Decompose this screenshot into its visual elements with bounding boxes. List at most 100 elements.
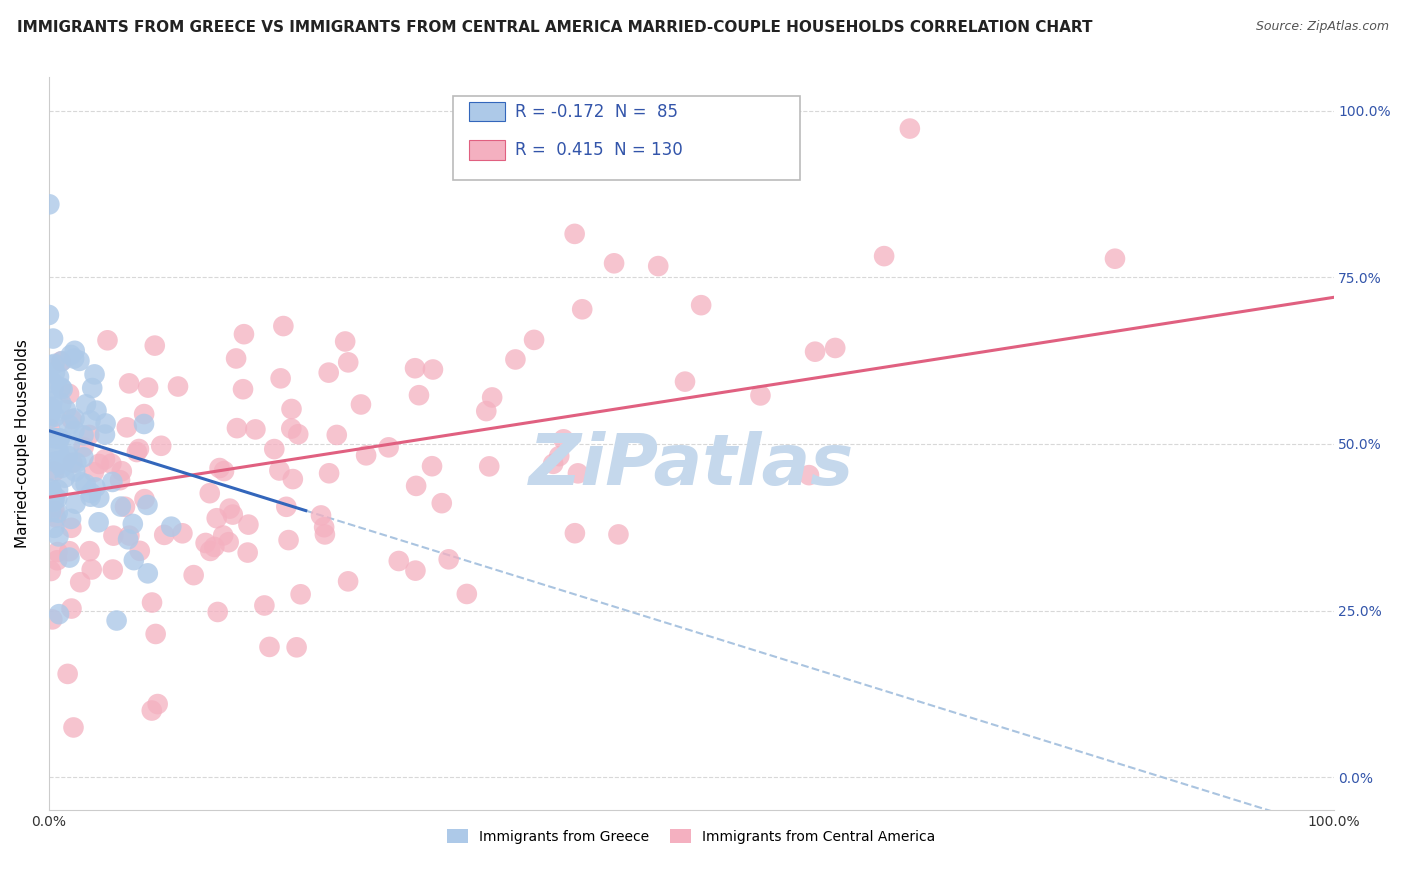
Point — [290, 587, 312, 601]
Point — [167, 379, 190, 393]
Point — [553, 433, 575, 447]
Point — [898, 121, 921, 136]
Point — [62, 721, 84, 735]
Point — [318, 366, 340, 380]
Text: R = -0.172  N =  85: R = -0.172 N = 85 — [515, 103, 678, 121]
Point — [121, 516, 143, 531]
Point — [824, 341, 846, 355]
Text: R =  0.415  N = 130: R = 0.415 N = 130 — [515, 141, 683, 159]
Point — [194, 536, 217, 550]
Point — [59, 348, 82, 362]
Point — [48, 454, 70, 468]
Point — [475, 404, 498, 418]
Point — [207, 605, 229, 619]
Point — [505, 352, 527, 367]
Point — [41, 612, 63, 626]
Point — [218, 535, 240, 549]
Point — [233, 327, 256, 342]
Point — [259, 640, 281, 654]
Point — [79, 490, 101, 504]
Point — [51, 461, 73, 475]
Point — [136, 498, 159, 512]
Text: IMMIGRANTS FROM GREECE VS IMMIGRANTS FROM CENTRAL AMERICA MARRIED-COUPLE HOUSEHO: IMMIGRANTS FROM GREECE VS IMMIGRANTS FRO… — [17, 20, 1092, 35]
Point — [128, 442, 150, 456]
Point — [141, 704, 163, 718]
Point — [430, 496, 453, 510]
Point — [60, 521, 83, 535]
Point — [63, 465, 86, 479]
Point — [51, 354, 73, 368]
Point — [202, 540, 225, 554]
Point — [673, 375, 696, 389]
Point — [134, 407, 156, 421]
Point — [333, 334, 356, 349]
Point — [46, 483, 69, 497]
Point — [143, 338, 166, 352]
Point — [46, 491, 69, 506]
Point — [160, 519, 183, 533]
Point — [269, 463, 291, 477]
Point — [89, 491, 111, 505]
Point — [212, 464, 235, 478]
Point — [388, 554, 411, 568]
Point — [70, 475, 93, 490]
Point — [437, 552, 460, 566]
Text: Source: ZipAtlas.com: Source: ZipAtlas.com — [1256, 20, 1389, 33]
Point — [150, 439, 173, 453]
Point — [39, 440, 62, 454]
Point — [132, 417, 155, 431]
Point — [571, 302, 593, 317]
Point — [39, 411, 62, 425]
Point — [96, 333, 118, 347]
Point — [44, 492, 66, 507]
Point — [276, 500, 298, 514]
Point — [48, 529, 70, 543]
Point — [83, 368, 105, 382]
Point — [38, 308, 60, 322]
Point — [87, 516, 110, 530]
Point — [101, 562, 124, 576]
FancyBboxPatch shape — [454, 95, 800, 180]
Point — [420, 459, 443, 474]
Point — [42, 495, 65, 509]
Point — [49, 457, 72, 471]
Point — [222, 508, 245, 522]
Point — [42, 381, 65, 395]
Point — [245, 422, 267, 436]
Point — [567, 467, 589, 481]
Point — [39, 564, 62, 578]
Point — [136, 566, 159, 581]
Point — [125, 445, 148, 459]
Point — [253, 599, 276, 613]
Point — [422, 362, 444, 376]
Point — [41, 394, 63, 409]
Point — [58, 417, 80, 432]
Point — [172, 526, 194, 541]
Point — [59, 438, 82, 452]
Point — [122, 553, 145, 567]
Point — [69, 354, 91, 368]
Point — [63, 411, 86, 425]
Point — [42, 431, 65, 445]
Point — [60, 512, 83, 526]
Point — [541, 457, 564, 471]
Point — [72, 440, 94, 454]
Point — [873, 249, 896, 263]
Point — [408, 388, 430, 402]
Point — [41, 462, 63, 476]
Point — [63, 343, 86, 358]
Point — [80, 562, 103, 576]
Point — [108, 473, 131, 487]
Point — [205, 511, 228, 525]
Point — [478, 459, 501, 474]
Point — [53, 455, 76, 469]
Point — [270, 371, 292, 385]
Point — [44, 455, 66, 469]
Point — [39, 421, 62, 435]
Point — [111, 464, 134, 478]
Point — [218, 501, 240, 516]
Point — [350, 397, 373, 411]
Point — [46, 545, 69, 559]
Point — [60, 601, 83, 615]
Point — [647, 259, 669, 273]
